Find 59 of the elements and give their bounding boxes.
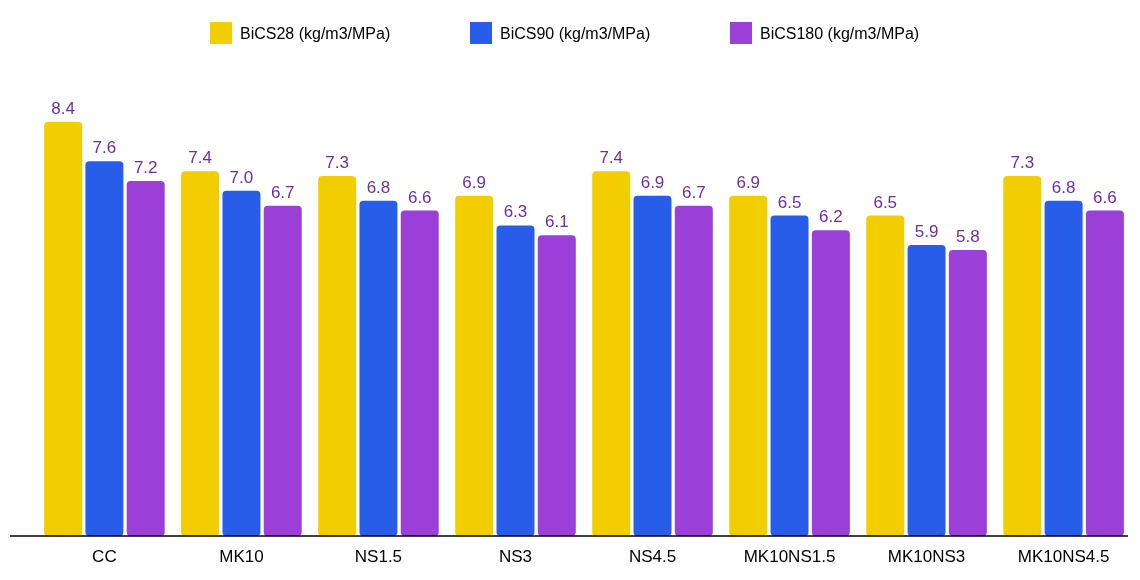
- x-tick-label: MK10NS4.5: [1017, 547, 1110, 566]
- bar: [85, 161, 124, 536]
- x-tick-label: NS3: [498, 547, 533, 566]
- bar: [359, 200, 398, 536]
- data-label: 6.6: [407, 187, 432, 207]
- data-label: 6.8: [1051, 177, 1076, 197]
- x-tick-label: MK10: [219, 547, 264, 566]
- bar: [400, 210, 439, 536]
- data-label: 6.5: [873, 192, 898, 212]
- data-label: 6.3: [503, 202, 528, 222]
- bar: [674, 205, 713, 536]
- bar: [633, 195, 672, 536]
- data-label: 7.0: [229, 167, 254, 187]
- bar: [948, 250, 987, 536]
- x-tick-label: CC: [92, 547, 117, 566]
- data-label: 6.2: [819, 207, 843, 227]
- bar: [729, 195, 768, 536]
- bar: [537, 235, 576, 536]
- bar: [263, 205, 302, 536]
- x-tick-label: MK10NS1.5: [743, 547, 836, 566]
- data-label: 6.7: [270, 182, 295, 202]
- data-label: 7.4: [188, 148, 212, 168]
- data-label: 5.9: [914, 222, 939, 242]
- bar: [1003, 176, 1042, 536]
- x-tick-label: MK10NS3: [887, 547, 966, 566]
- data-label: 6.9: [736, 172, 761, 192]
- data-label: 6.9: [640, 172, 665, 192]
- bar: [866, 215, 905, 536]
- legend-label: BiCS90 (kg/m3/MPa): [500, 24, 651, 42]
- bar: [907, 245, 946, 536]
- data-label: 8.4: [51, 98, 75, 118]
- bar: [181, 171, 220, 536]
- data-label: 6.5: [777, 192, 802, 212]
- data-label: 7.3: [325, 153, 349, 173]
- bar: [1085, 210, 1124, 536]
- data-label: 7.6: [92, 138, 117, 158]
- x-tick-label: NS4.5: [628, 547, 677, 566]
- bar: [1044, 200, 1083, 536]
- bar: [496, 225, 535, 536]
- bar: [770, 215, 809, 536]
- bar: [811, 230, 850, 536]
- data-label: 7.3: [1010, 153, 1035, 173]
- bar: [44, 121, 83, 536]
- bar: [455, 195, 494, 536]
- data-label: 6.9: [462, 172, 487, 192]
- x-tick-label: NS1.5: [354, 547, 403, 566]
- data-label: 6.1: [544, 212, 569, 232]
- bar: [592, 171, 631, 536]
- bar: [222, 190, 261, 536]
- bar: [126, 181, 165, 536]
- data-label: 6.8: [366, 177, 391, 197]
- data-label: 7.4: [599, 148, 624, 168]
- data-label: 5.8: [956, 227, 980, 247]
- legend-label: BiCS28 (kg/m3/MPa): [240, 24, 391, 42]
- bar: [318, 176, 357, 536]
- legend-label: BiCS180 (kg/m3/MPa): [760, 24, 920, 42]
- data-label: 6.6: [1093, 187, 1117, 207]
- data-label: 6.7: [681, 182, 706, 202]
- data-label: 7.2: [133, 158, 158, 178]
